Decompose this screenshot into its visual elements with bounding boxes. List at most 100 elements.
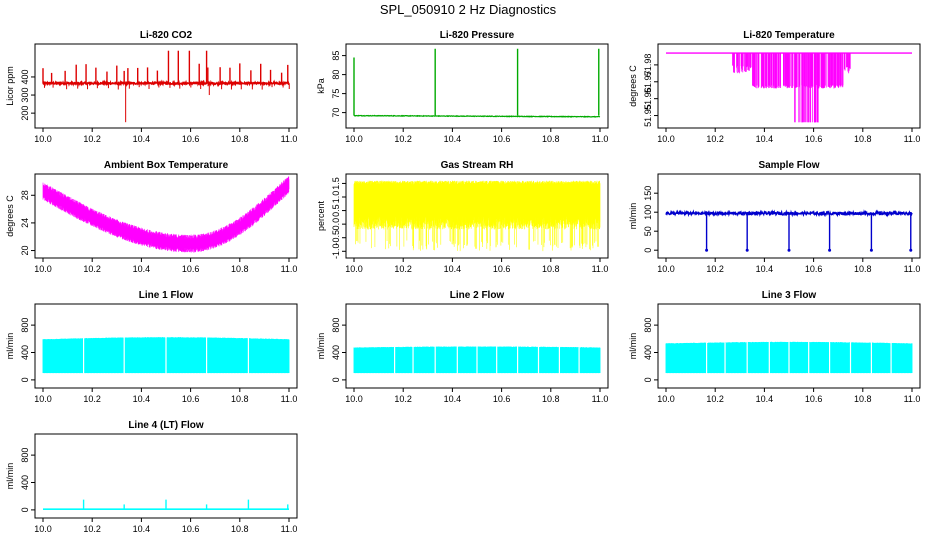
x-tick-label: 10.6 — [182, 394, 200, 404]
x-tick-label: 10.0 — [34, 264, 52, 274]
chart-panel-sample: Sample Flow 10.0 10.2 10.4 10.6 10.8 11.0 0 50 10… — [628, 160, 921, 274]
y-tick-label: 0 — [643, 248, 653, 253]
x-tick-label: 11.0 — [281, 394, 298, 404]
series-line-pressure — [353, 114, 601, 118]
y-tick-label: 51.98 — [643, 54, 653, 77]
data-layer — [42, 176, 290, 253]
data-layer — [665, 209, 913, 252]
y-tick-label: 85 — [331, 51, 341, 61]
y-tick-label: 28 — [20, 190, 30, 200]
y-axis-label: degrees C — [628, 65, 638, 107]
x-tick-label: 10.0 — [345, 264, 363, 274]
x-tick-label: 11.0 — [281, 264, 298, 274]
y-tick-label: 50 — [643, 226, 653, 236]
y-tick-label: -1.0 — [331, 244, 341, 260]
x-tick-label: 10.0 — [657, 134, 675, 144]
y-axis-label: percent — [316, 200, 326, 231]
y-axis-label: degrees C — [5, 195, 15, 237]
data-layer — [353, 344, 601, 375]
chart-title: Line 2 Flow — [450, 290, 505, 301]
y-axis-label: ml/min — [628, 203, 638, 230]
y-tick-label: 200 — [20, 106, 30, 121]
x-tick-label: 10.6 — [805, 134, 823, 144]
x-tick-label: 10.8 — [231, 264, 249, 274]
x-tick-label: 10.4 — [133, 264, 151, 274]
chart-title: Li-820 Temperature — [743, 30, 835, 41]
x-tick-label: 10.4 — [133, 394, 151, 404]
dip-point — [828, 248, 832, 252]
x-tick-label: 10.6 — [493, 264, 511, 274]
y-tick-label: -0.5 — [331, 230, 341, 246]
chart-title: Line 1 Flow — [139, 290, 194, 301]
chart-panel-ambient: Ambient Box Temperature 10.0 10.2 10.4 10.6 1… — [5, 160, 298, 274]
plot-frame — [34, 173, 298, 259]
y-tick-label: 300 — [20, 88, 30, 103]
x-tick-label: 10.2 — [83, 264, 101, 274]
x-tick-label: 10.2 — [394, 264, 412, 274]
y-tick-label: 70 — [331, 108, 341, 118]
y-axis-label: Licor ppm — [5, 66, 15, 106]
x-tick-label: 10.2 — [83, 134, 101, 144]
x-tick-label: 10.8 — [542, 134, 560, 144]
chart-title: Ambient Box Temperature — [104, 160, 229, 171]
x-tick-label: 10.6 — [182, 134, 200, 144]
y-tick-label: 0 — [20, 377, 30, 382]
plot-frame — [657, 43, 921, 129]
data-layer — [42, 336, 290, 375]
plot-frame — [345, 173, 609, 259]
chart-title: Sample Flow — [758, 160, 819, 171]
plot-frame — [34, 303, 298, 389]
plot-frame — [345, 43, 609, 129]
plot-frame — [657, 173, 921, 259]
x-tick-label: 11.0 — [592, 134, 609, 144]
chart-panel-rh: Gas Stream RH 10.0 10.2 10.4 10.6 10.8 11.0 -1.… — [316, 160, 609, 274]
y-tick-label: 51.97 — [643, 71, 653, 94]
dip-point — [909, 248, 913, 252]
chart-title: Li-820 Pressure — [440, 30, 515, 41]
y-axis-label: ml/min — [5, 333, 15, 360]
chart-panel-temperature: Li-820 Temperature 10.0 10.2 10.4 10.6 10.8 11… — [628, 30, 921, 144]
x-tick-label: 10.6 — [805, 264, 823, 274]
x-tick-label: 10.8 — [854, 134, 872, 144]
data-layer — [353, 48, 601, 118]
dip-point — [869, 248, 873, 252]
x-tick-label: 10.8 — [854, 264, 872, 274]
x-tick-label: 10.0 — [345, 134, 363, 144]
x-tick-label: 10.6 — [493, 134, 511, 144]
x-tick-label: 11.0 — [592, 264, 609, 274]
page-title: SPL_050910 2 Hz Diagnostics — [379, 2, 557, 17]
x-tick-label: 10.2 — [394, 134, 412, 144]
y-tick-label: 150 — [643, 186, 653, 201]
x-tick-label: 11.0 — [904, 134, 921, 144]
series-line-co2 — [42, 79, 290, 88]
data-layer — [42, 50, 290, 123]
chart-panel-pressure: Li-820 Pressure 10.0 10.2 10.4 10.6 10.8 11.0 7… — [316, 30, 609, 144]
x-tick-label: 10.4 — [756, 134, 774, 144]
x-tick-label: 10.2 — [706, 134, 724, 144]
x-tick-label: 11.0 — [281, 134, 298, 144]
x-tick-label: 10.8 — [231, 394, 249, 404]
y-tick-label: 400 — [20, 69, 30, 84]
x-tick-label: 10.4 — [133, 134, 151, 144]
y-tick-label: 75 — [331, 89, 341, 99]
data-layer — [353, 180, 601, 252]
x-tick-label: 10.0 — [657, 264, 675, 274]
y-tick-label: 100 — [643, 205, 653, 220]
dip-point — [705, 248, 709, 252]
x-tick-label: 10.2 — [83, 394, 101, 404]
x-tick-label: 10.6 — [182, 264, 200, 274]
y-tick-label: 0.0 — [331, 218, 341, 231]
x-tick-label: 10.4 — [756, 264, 774, 274]
data-layer — [666, 52, 912, 123]
chart-title: Li-820 CO2 — [140, 30, 193, 41]
y-tick-label: 51.95 — [643, 104, 653, 127]
y-tick-label: 0.5 — [331, 204, 341, 217]
chart-panel-line1: Line 1 Flow 10.0 10.2 10.4 10.6 10.8 11.0 0 400 8… — [5, 290, 298, 404]
y-tick-label: 24 — [20, 218, 30, 228]
y-tick-label: 1.5 — [331, 177, 341, 190]
x-tick-label: 11.0 — [904, 264, 921, 274]
plot-frame — [345, 303, 609, 389]
x-tick-label: 10.4 — [444, 134, 462, 144]
